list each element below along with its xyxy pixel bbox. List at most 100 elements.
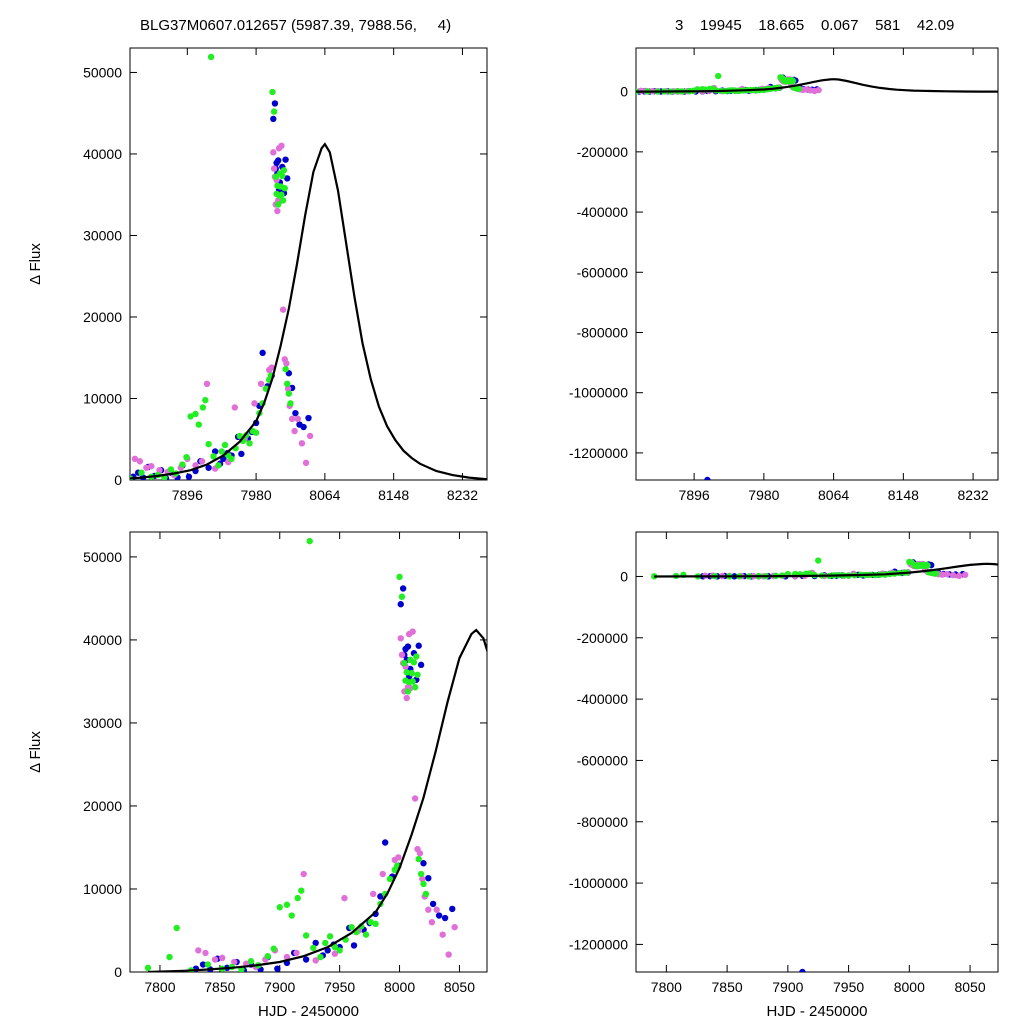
data-point-magenta <box>300 870 307 878</box>
data-point-blue <box>205 464 212 471</box>
y-tick-label: 50000 <box>83 549 122 565</box>
x-axis-label: HJD - 2450000 <box>767 1003 868 1020</box>
data-point-green <box>264 953 271 960</box>
data-point-blue <box>404 643 412 650</box>
data-point-blue <box>300 423 307 431</box>
data-point-magenta <box>288 415 296 423</box>
data-point-magenta <box>198 458 206 465</box>
data-point-green <box>252 429 260 436</box>
data-point-magenta <box>369 890 377 898</box>
data-point-magenta <box>195 947 202 954</box>
data-point-blue <box>397 601 404 608</box>
data-point-green <box>410 659 418 666</box>
data-point-green <box>207 53 215 61</box>
data-point-magenta <box>445 951 452 958</box>
data-point-blue <box>185 473 193 480</box>
data-point-green <box>409 678 416 685</box>
data-point-magenta <box>231 404 239 411</box>
data-point-green <box>205 440 212 448</box>
data-point-green <box>795 85 802 93</box>
data-point-green <box>401 659 408 667</box>
x-tick-label: 7950 <box>324 979 355 995</box>
data-point-green <box>282 365 289 373</box>
data-point-green <box>204 961 212 968</box>
panel-top-left: 7896 7980 8064 8148 8232 0 10000 20000 30000 4000… <box>27 47 488 503</box>
data-point-green <box>218 448 225 455</box>
x-tick-label: 7950 <box>833 979 864 995</box>
data-point-green <box>414 671 421 678</box>
x-tick-label: 7896 <box>172 487 203 503</box>
data-point-magenta <box>949 571 957 579</box>
data-point-green <box>270 108 278 115</box>
y-tick-label: 0 <box>114 472 122 488</box>
header-right-title: 3 19945 18.665 0.067 581 42.09 <box>675 17 954 34</box>
x-tick-label: 7980 <box>748 487 779 503</box>
data-point-blue <box>275 157 282 164</box>
model-curve <box>654 562 998 578</box>
data-point-blue <box>425 874 432 882</box>
data-point-green <box>246 440 253 447</box>
x-tick-label: 8148 <box>888 487 919 503</box>
data-point-magenta <box>306 432 314 440</box>
data-point-green <box>322 939 329 947</box>
x-tick-label: 8000 <box>384 979 415 995</box>
data-point-green <box>789 77 797 85</box>
y-tick-label: -400000 <box>577 691 629 707</box>
y-tick-label: 10000 <box>83 390 122 406</box>
data-point-magenta <box>409 628 416 635</box>
y-tick-label: 30000 <box>83 227 122 243</box>
y-tick-label: -1000000 <box>569 385 628 401</box>
x-tick-label: 7800 <box>144 979 175 995</box>
data-point-blue <box>270 115 277 123</box>
data-point-green <box>924 562 931 569</box>
plot-area <box>651 557 998 972</box>
model-curve <box>147 628 487 972</box>
data-point-green <box>714 72 722 80</box>
data-point-green <box>187 413 194 420</box>
data-point-green <box>144 964 152 972</box>
data-point-magenta <box>268 364 275 371</box>
data-point-magenta <box>439 931 446 938</box>
plot-frame <box>635 531 999 973</box>
data-point-blue <box>441 914 449 922</box>
data-point-magenta <box>395 854 402 861</box>
x-tick-label: 8050 <box>444 979 475 995</box>
data-point-blue <box>211 448 219 455</box>
y-tick-label: -400000 <box>577 204 629 220</box>
y-tick-label: 40000 <box>83 146 122 162</box>
data-point-magenta <box>815 86 822 94</box>
data-point-green <box>288 912 295 919</box>
data-point-magenta <box>331 950 339 957</box>
x-axis-label: HJD - 2450000 <box>258 1003 359 1020</box>
data-point-magenta <box>211 956 219 963</box>
data-point-green <box>408 669 415 677</box>
data-point-green <box>275 201 282 208</box>
data-point-blue <box>238 450 245 458</box>
data-point-green <box>195 421 202 428</box>
data-point-blue <box>284 175 291 182</box>
x-tick-label: 8232 <box>447 487 478 503</box>
data-point-green <box>166 953 173 961</box>
y-tick-label: 40000 <box>83 632 122 648</box>
y-tick-label: -1200000 <box>569 445 628 461</box>
data-point-green <box>298 887 305 894</box>
y-tick-label: -200000 <box>577 630 629 646</box>
y-tick-label: 20000 <box>83 798 122 814</box>
data-point-green <box>306 537 313 545</box>
y-tick-label: -1000000 <box>569 875 628 891</box>
y-tick-label: -600000 <box>577 752 629 768</box>
data-point-magenta <box>943 570 951 578</box>
data-point-magenta <box>403 694 410 702</box>
data-point-magenta <box>203 380 211 388</box>
data-point-magenta <box>136 458 144 465</box>
data-point-green <box>202 396 209 404</box>
x-tick-label: 8148 <box>378 487 409 503</box>
data-point-green <box>199 404 207 411</box>
x-tick-label: 7900 <box>772 979 803 995</box>
data-point-green <box>404 688 412 695</box>
data-point-magenta <box>131 455 139 463</box>
data-point-green <box>336 947 343 954</box>
data-point-blue <box>449 905 456 913</box>
data-point-green <box>167 466 175 473</box>
